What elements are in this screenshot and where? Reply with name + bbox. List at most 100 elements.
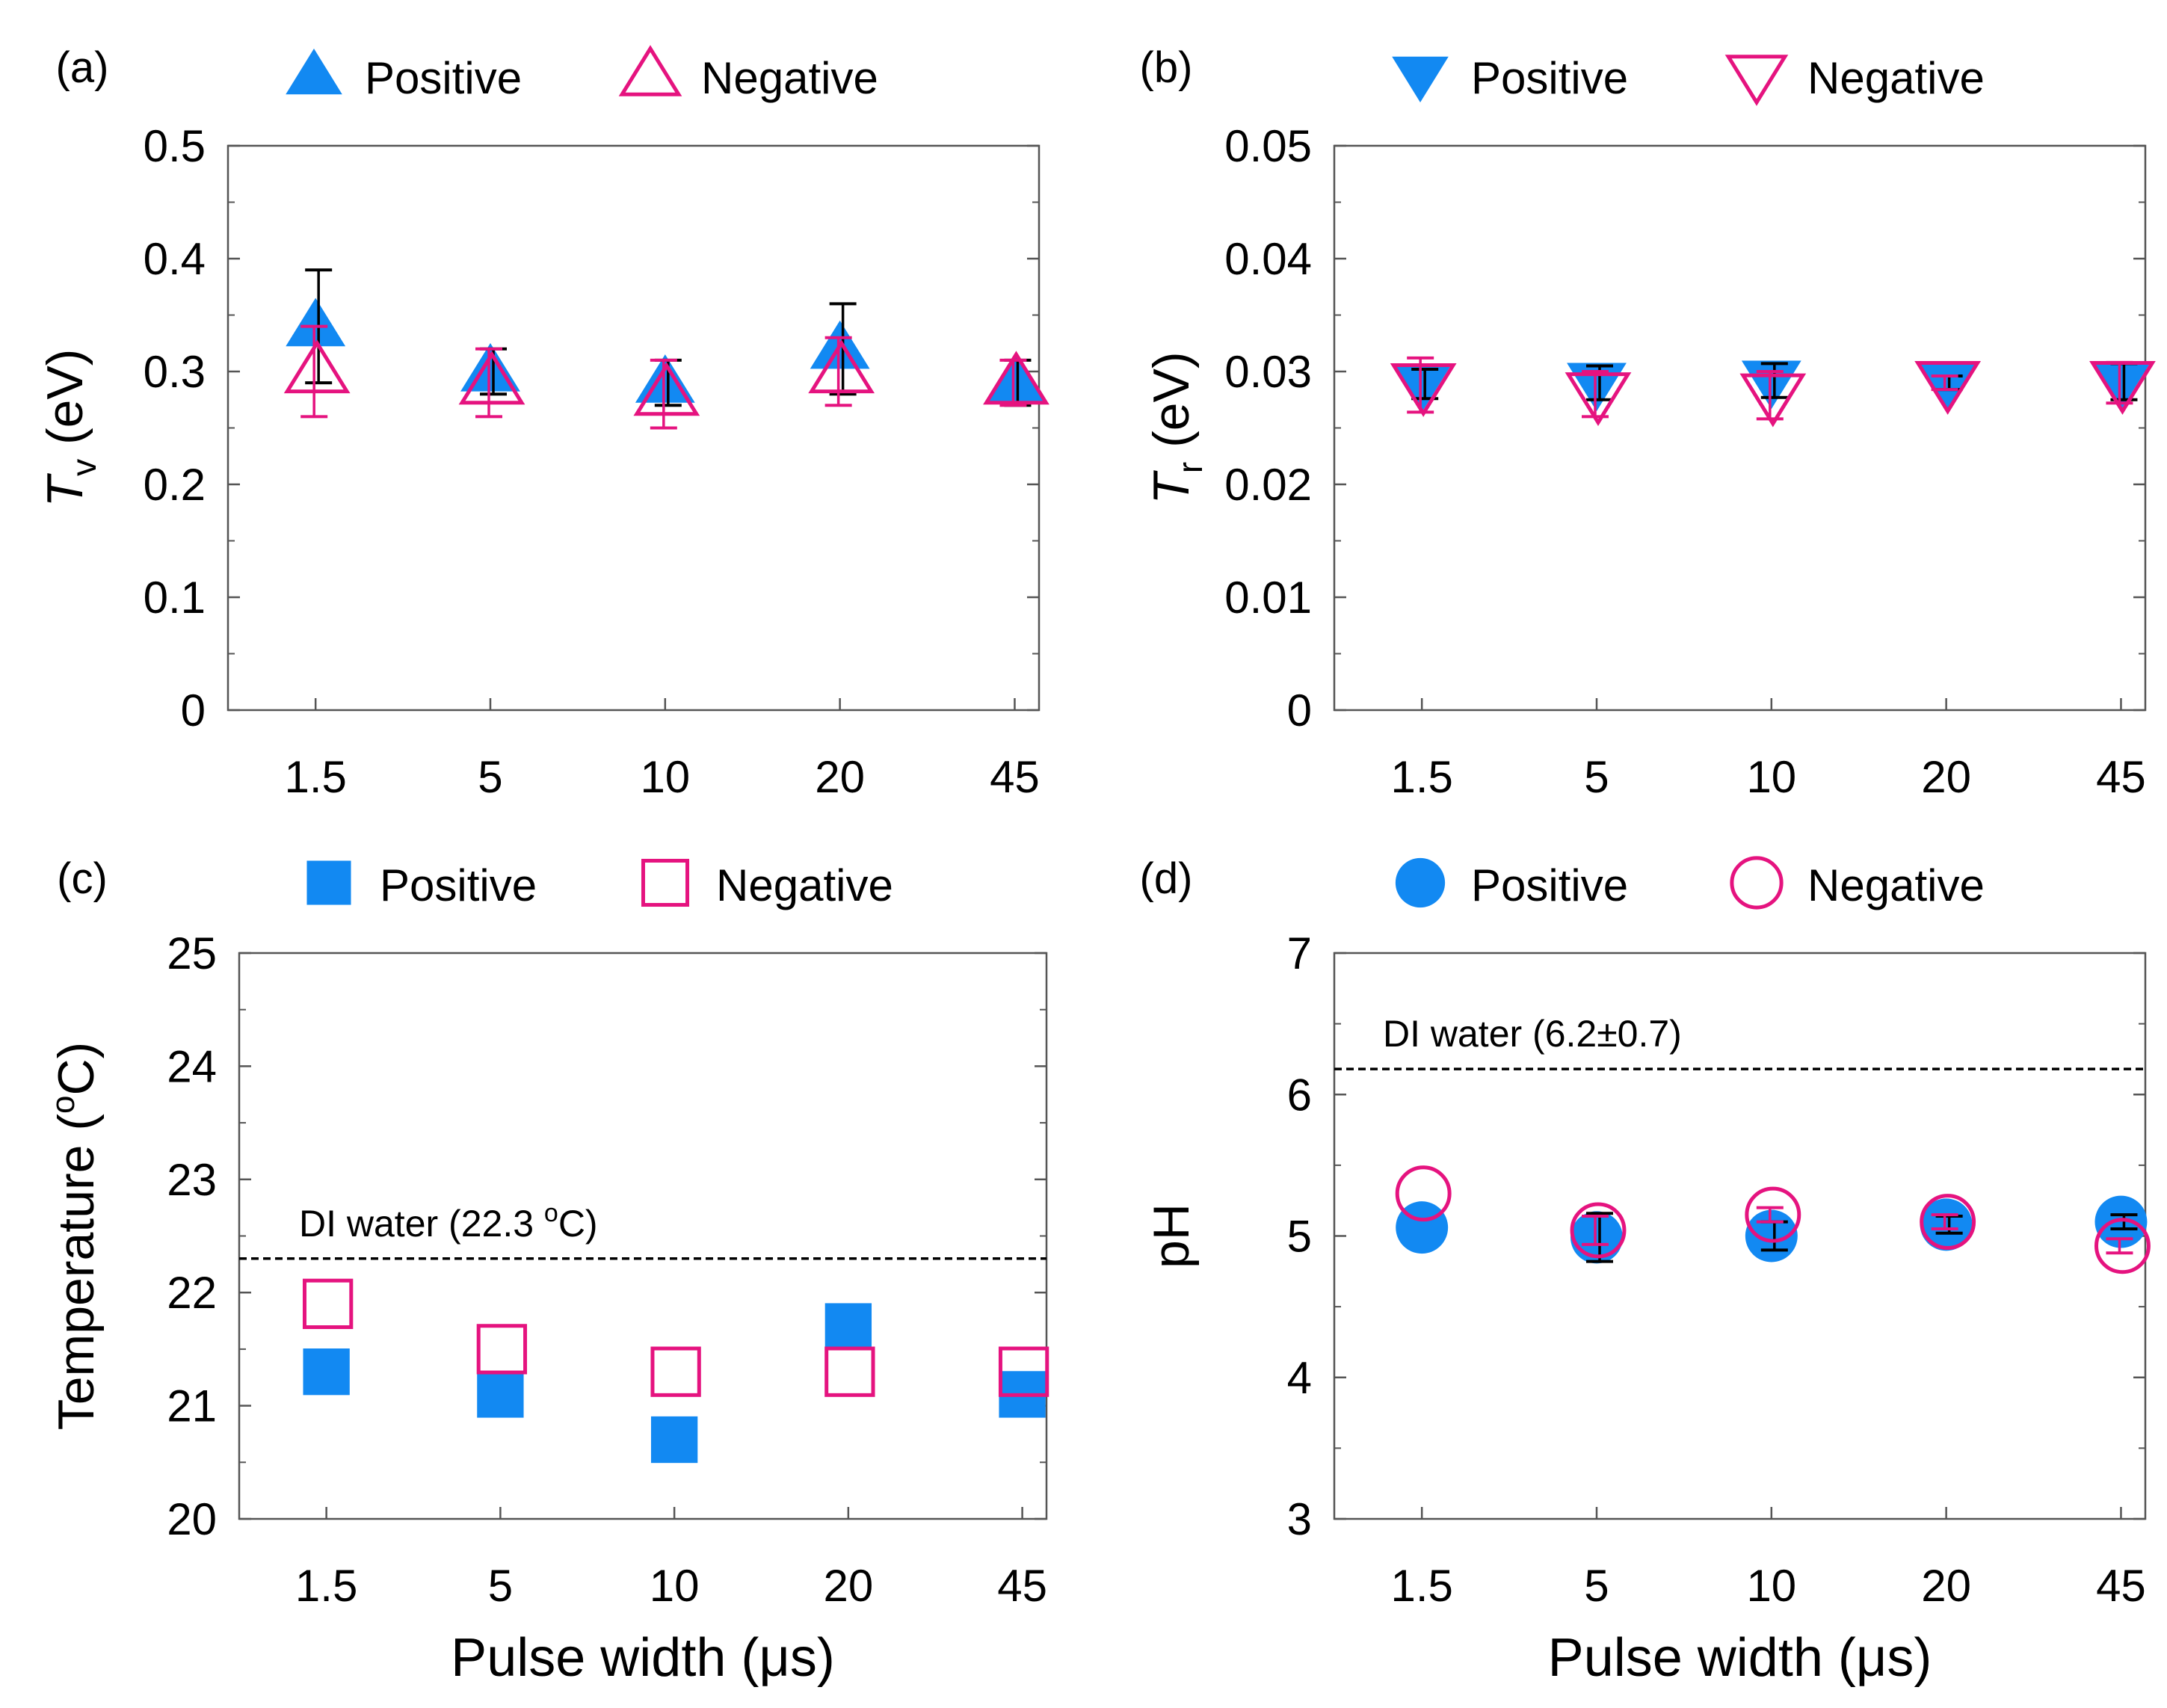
y-tick-label: 7: [1287, 928, 1312, 978]
data-point: [286, 297, 346, 347]
y-axis-label: Tv (eV): [37, 349, 103, 508]
x-tick-label: 1.5: [1390, 752, 1452, 802]
legend-negative-label: Negative: [701, 53, 878, 103]
legend-positive-label: Positive: [380, 860, 537, 910]
data-point: [984, 354, 1045, 403]
x-tick-label: 5: [488, 1561, 513, 1611]
x-tick-label: 20: [1921, 1561, 1971, 1611]
x-tick-label: 45: [990, 752, 1040, 802]
legend-negative-label: Negative: [1807, 53, 1985, 103]
reference-label: DI water (6.2±0.7): [1383, 1013, 1682, 1055]
x-tick-label: 10: [1746, 752, 1796, 802]
series-positive: [1392, 360, 2151, 413]
y-tick-label: 0.3: [144, 347, 206, 397]
y-tick-label: 0: [181, 685, 206, 736]
y-tick-label: 0.4: [144, 234, 206, 284]
y-tick-label: 0.04: [1224, 234, 1312, 284]
x-tick-label: 5: [478, 752, 502, 802]
y-tick-label: 0.1: [144, 573, 206, 623]
series-positive: [303, 1303, 1046, 1464]
y-tick-label: 6: [1287, 1070, 1312, 1120]
series-negative: [1395, 1165, 2151, 1274]
legend-negative-marker: [618, 45, 682, 96]
x-tick-label: 5: [1584, 1561, 1609, 1611]
legend: Positive Negative: [306, 858, 893, 910]
legend-positive-label: Positive: [1471, 53, 1628, 103]
x-tick-label: 20: [823, 1561, 873, 1611]
panel-label: (c): [57, 854, 108, 903]
data-point: [1916, 363, 1976, 412]
legend: Positive Negative: [1392, 53, 1985, 106]
data-point: [1920, 1194, 1976, 1251]
data-point: [458, 351, 525, 405]
panel-label: (b): [1140, 43, 1193, 92]
y-tick-label: 0.03: [1224, 347, 1312, 397]
panel-a: (a) 0 0.1 0.2 0.3 0.4 0.5 1.5 5 10 20 45 Tv (eV) Posi…: [37, 43, 1049, 802]
legend-positive-label: Positive: [1471, 860, 1628, 910]
y-tick-label: 0.2: [144, 460, 206, 510]
data-point: [633, 362, 700, 416]
y-tick-label: 21: [167, 1381, 217, 1431]
y-tick-label: 4: [1287, 1353, 1312, 1403]
panel-label: (d): [1140, 854, 1193, 903]
data-point: [824, 1303, 872, 1350]
data-point: [1914, 361, 1982, 415]
data-point: [808, 339, 875, 394]
x-tick-label: 45: [2096, 752, 2146, 802]
data-point: [1390, 363, 1457, 417]
y-tick-label: 20: [167, 1494, 217, 1544]
data-point: [302, 1278, 354, 1330]
series-positive: [286, 268, 1045, 407]
x-tick-label: 20: [1921, 752, 1971, 802]
x-tick-label: 45: [2096, 1561, 2146, 1611]
data-point: [1395, 1165, 1452, 1222]
x-tick-label: 10: [650, 1561, 700, 1611]
plot-frame: [226, 144, 1041, 712]
panel-label: (a): [56, 43, 109, 92]
legend-positive-marker: [286, 49, 342, 95]
x-tick-label: 1.5: [1390, 1561, 1452, 1611]
y-axis-label: Temperature (oC): [45, 1042, 105, 1431]
legend-negative-label: Negative: [716, 860, 893, 910]
data-point: [303, 1348, 350, 1396]
data-point: [1745, 1186, 1801, 1243]
y-tick-label: 24: [167, 1041, 217, 1091]
data-point: [983, 351, 1049, 405]
y-tick-label: 0.05: [1224, 121, 1312, 171]
legend-negative-marker: [1724, 55, 1789, 106]
y-tick-label: 25: [167, 928, 217, 978]
panel-c: (c) 20 21 22 23 24 25 1.5 5 10 20 45 Temperature (oC…: [45, 854, 1049, 1688]
data-point: [283, 339, 351, 394]
legend-positive-marker: [1395, 857, 1446, 908]
y-tick-label: 22: [167, 1268, 217, 1318]
y-tick-label: 5: [1287, 1212, 1312, 1262]
reference-label: DI water (22.3 oC): [299, 1199, 598, 1245]
y-tick-label: 0: [1287, 685, 1312, 736]
data-point: [1392, 364, 1452, 413]
x-tick-label: 1.5: [284, 752, 346, 802]
y-axis-label: Tr (eV): [1143, 351, 1209, 504]
panel-b: (b) 0 0.01 0.02 0.03 0.04 0.05 1.5 5 10 20 45 Tr (eV…: [1140, 43, 2156, 802]
y-tick-label: 0.02: [1224, 460, 1312, 510]
legend-positive-marker: [1392, 56, 1449, 102]
legend: Positive Negative: [1395, 856, 1985, 910]
legend-negative-label: Negative: [1807, 860, 1985, 910]
y-tick-label: 0.5: [144, 121, 206, 171]
data-point: [2094, 1195, 2148, 1248]
x-axis-label: Pulse width (μs): [1548, 1628, 1932, 1688]
data-point: [1565, 372, 1632, 426]
legend-negative-marker: [1730, 856, 1784, 910]
x-tick-label: 5: [1584, 752, 1609, 802]
legend: Positive Negative: [286, 45, 878, 103]
series-positive: [1396, 1195, 2148, 1264]
data-point: [2091, 361, 2151, 410]
data-point: [650, 1346, 701, 1397]
series-negative: [1390, 356, 2156, 428]
x-tick-label: 45: [997, 1561, 1047, 1611]
y-tick-label: 3: [1287, 1494, 1312, 1544]
legend-positive-marker: [306, 860, 351, 905]
y-tick-label: 23: [167, 1155, 217, 1205]
data-point: [2094, 1218, 2151, 1274]
